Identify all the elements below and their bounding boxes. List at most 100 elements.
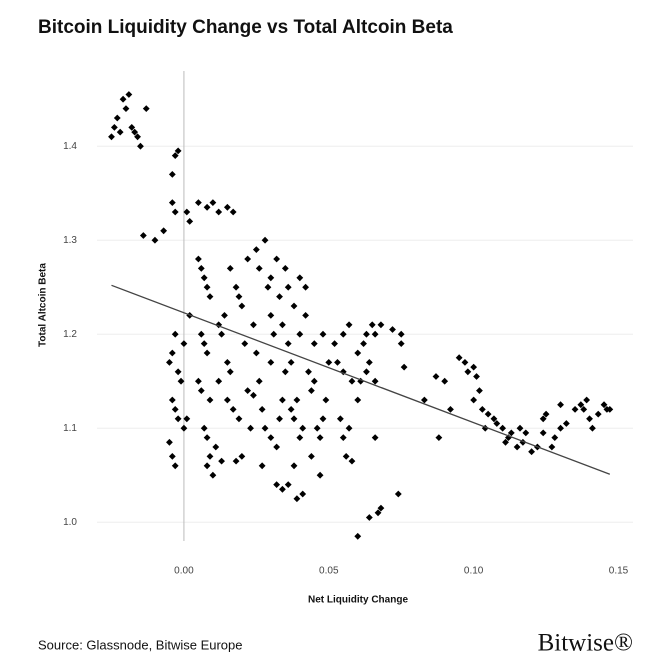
point bbox=[267, 359, 275, 366]
point bbox=[557, 401, 564, 409]
logo: Bitwise® bbox=[538, 630, 633, 657]
point bbox=[296, 274, 304, 282]
point bbox=[267, 274, 275, 282]
point bbox=[226, 368, 234, 376]
point bbox=[348, 457, 356, 465]
point bbox=[299, 424, 307, 432]
point bbox=[606, 406, 614, 413]
point bbox=[513, 443, 521, 451]
trend-line bbox=[111, 284, 611, 475]
point bbox=[305, 368, 312, 376]
point bbox=[203, 203, 211, 211]
point bbox=[206, 293, 214, 300]
point bbox=[470, 396, 478, 404]
grid: 1.0 1.1 1.2 1.3 1.4 0.00 0.05 0.10 0.15 bbox=[63, 71, 633, 577]
y-tick-label: 1.1 bbox=[63, 423, 77, 434]
point bbox=[223, 359, 231, 366]
point bbox=[345, 424, 353, 432]
point bbox=[258, 462, 266, 470]
point bbox=[258, 406, 266, 413]
point bbox=[571, 406, 579, 413]
point bbox=[310, 377, 318, 385]
point bbox=[166, 359, 173, 366]
y-tick-label: 1.2 bbox=[63, 329, 77, 340]
point bbox=[397, 340, 405, 347]
point bbox=[174, 368, 182, 376]
point bbox=[186, 218, 194, 225]
point bbox=[235, 415, 243, 423]
point bbox=[250, 321, 257, 329]
point bbox=[339, 434, 347, 441]
point bbox=[273, 481, 281, 488]
point bbox=[252, 349, 260, 357]
point bbox=[200, 424, 208, 432]
point bbox=[252, 246, 260, 253]
point bbox=[247, 424, 254, 432]
point bbox=[394, 490, 402, 498]
point bbox=[215, 208, 223, 216]
point bbox=[255, 265, 263, 272]
point bbox=[539, 415, 547, 423]
point bbox=[342, 453, 350, 460]
point bbox=[226, 265, 234, 272]
point bbox=[200, 340, 208, 347]
point bbox=[397, 330, 405, 338]
point bbox=[151, 236, 159, 244]
point bbox=[238, 453, 246, 460]
point bbox=[267, 434, 275, 441]
point bbox=[235, 293, 243, 300]
point bbox=[279, 321, 286, 329]
point bbox=[455, 354, 463, 362]
point bbox=[223, 203, 231, 211]
point bbox=[473, 373, 480, 380]
point bbox=[180, 424, 188, 432]
source-note: Source: Glassnode, Bitwise Europe bbox=[38, 637, 243, 652]
point bbox=[290, 302, 298, 310]
point bbox=[377, 321, 385, 329]
point bbox=[206, 453, 214, 460]
point bbox=[200, 274, 208, 282]
point bbox=[557, 424, 564, 432]
point bbox=[241, 340, 249, 347]
point bbox=[203, 283, 211, 291]
point bbox=[377, 504, 385, 512]
point bbox=[267, 312, 275, 319]
point bbox=[125, 91, 133, 98]
point bbox=[339, 330, 347, 338]
point bbox=[166, 438, 173, 446]
point bbox=[490, 415, 498, 423]
x-tick-label: 0.10 bbox=[464, 566, 484, 577]
point bbox=[212, 443, 220, 451]
point bbox=[168, 349, 176, 357]
point bbox=[168, 199, 176, 206]
point bbox=[447, 406, 454, 413]
plot-area bbox=[108, 91, 614, 540]
point bbox=[174, 415, 182, 423]
point bbox=[464, 368, 472, 376]
point bbox=[499, 424, 507, 432]
point bbox=[250, 391, 257, 399]
point bbox=[441, 377, 449, 385]
point bbox=[139, 232, 147, 239]
point bbox=[600, 401, 608, 409]
point bbox=[339, 368, 347, 376]
point bbox=[368, 321, 376, 329]
point bbox=[171, 208, 179, 216]
point bbox=[168, 396, 176, 404]
point bbox=[507, 429, 515, 437]
point bbox=[223, 396, 231, 404]
point bbox=[542, 410, 550, 418]
point bbox=[476, 387, 483, 394]
point bbox=[354, 532, 362, 540]
point bbox=[325, 359, 333, 366]
point bbox=[221, 312, 228, 319]
point bbox=[365, 514, 373, 521]
point bbox=[299, 490, 307, 498]
point bbox=[389, 326, 396, 333]
point bbox=[276, 415, 283, 423]
point bbox=[160, 227, 168, 235]
point bbox=[177, 377, 185, 385]
point bbox=[273, 255, 281, 263]
point bbox=[470, 363, 478, 371]
point bbox=[261, 236, 269, 244]
